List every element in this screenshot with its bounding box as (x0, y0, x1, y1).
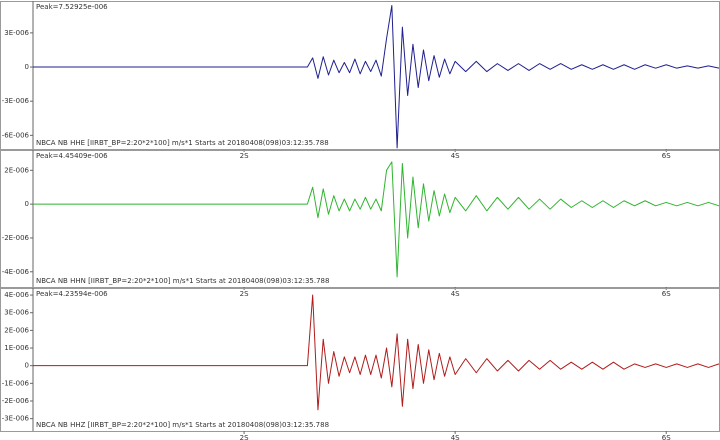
x-tick-label: 4S (451, 290, 460, 298)
peak-label: Peak=4.23594e-006 (36, 290, 108, 298)
x-tick-label: 4S (451, 434, 460, 440)
y-tick-label: 2E-006 (4, 166, 29, 174)
y-tick-label: -3E-006 (2, 97, 30, 105)
panel-frame (0, 1, 720, 150)
trace-title: NBCA NB HHN [IIRBT_BP=2:20*2*100] m/s*1 … (36, 277, 329, 285)
y-tick-label: -6E-006 (2, 131, 30, 139)
panel-frame (0, 288, 720, 432)
trace-title: NBCA NB HHZ [IIRBT_BP=2:20*2*100] m/s*1 … (36, 421, 329, 429)
x-tick-label: 2S (240, 152, 249, 160)
waveform (33, 294, 720, 411)
panel-frame (0, 150, 720, 288)
y-tick-label: 4E-006 (4, 291, 29, 299)
x-tick-label: 2S (240, 434, 249, 440)
y-tick-label: 1E-006 (4, 344, 29, 352)
x-tick-label: 6S (662, 434, 671, 440)
y-tick-label: 0 (25, 362, 29, 370)
peak-label: Peak=7.52925e-006 (36, 3, 108, 11)
y-tick-label: -1E-006 (2, 379, 30, 387)
trace-title: NBCA NB HHE [IIRBT_BP=2:20*2*100] m/s*1 … (36, 139, 329, 147)
x-tick-label: 4S (451, 152, 460, 160)
y-tick-label: 2E-006 (4, 326, 29, 334)
y-tick-label: 3E-006 (4, 309, 29, 317)
x-tick-label: 6S (662, 290, 671, 298)
y-tick-label: 0 (25, 200, 29, 208)
x-tick-label: 6S (662, 152, 671, 160)
peak-label: Peak=4.45409e-006 (36, 152, 108, 160)
y-tick-label: -4E-006 (2, 268, 30, 276)
y-tick-label: 0 (25, 63, 29, 71)
y-tick-label: -2E-006 (2, 397, 30, 405)
y-tick-label: 3E-006 (4, 29, 29, 37)
y-tick-label: -3E-006 (2, 415, 30, 423)
waveform (33, 161, 720, 278)
y-tick-label: -2E-006 (2, 234, 30, 242)
waveform (33, 5, 720, 149)
x-tick-label: 2S (240, 290, 249, 298)
